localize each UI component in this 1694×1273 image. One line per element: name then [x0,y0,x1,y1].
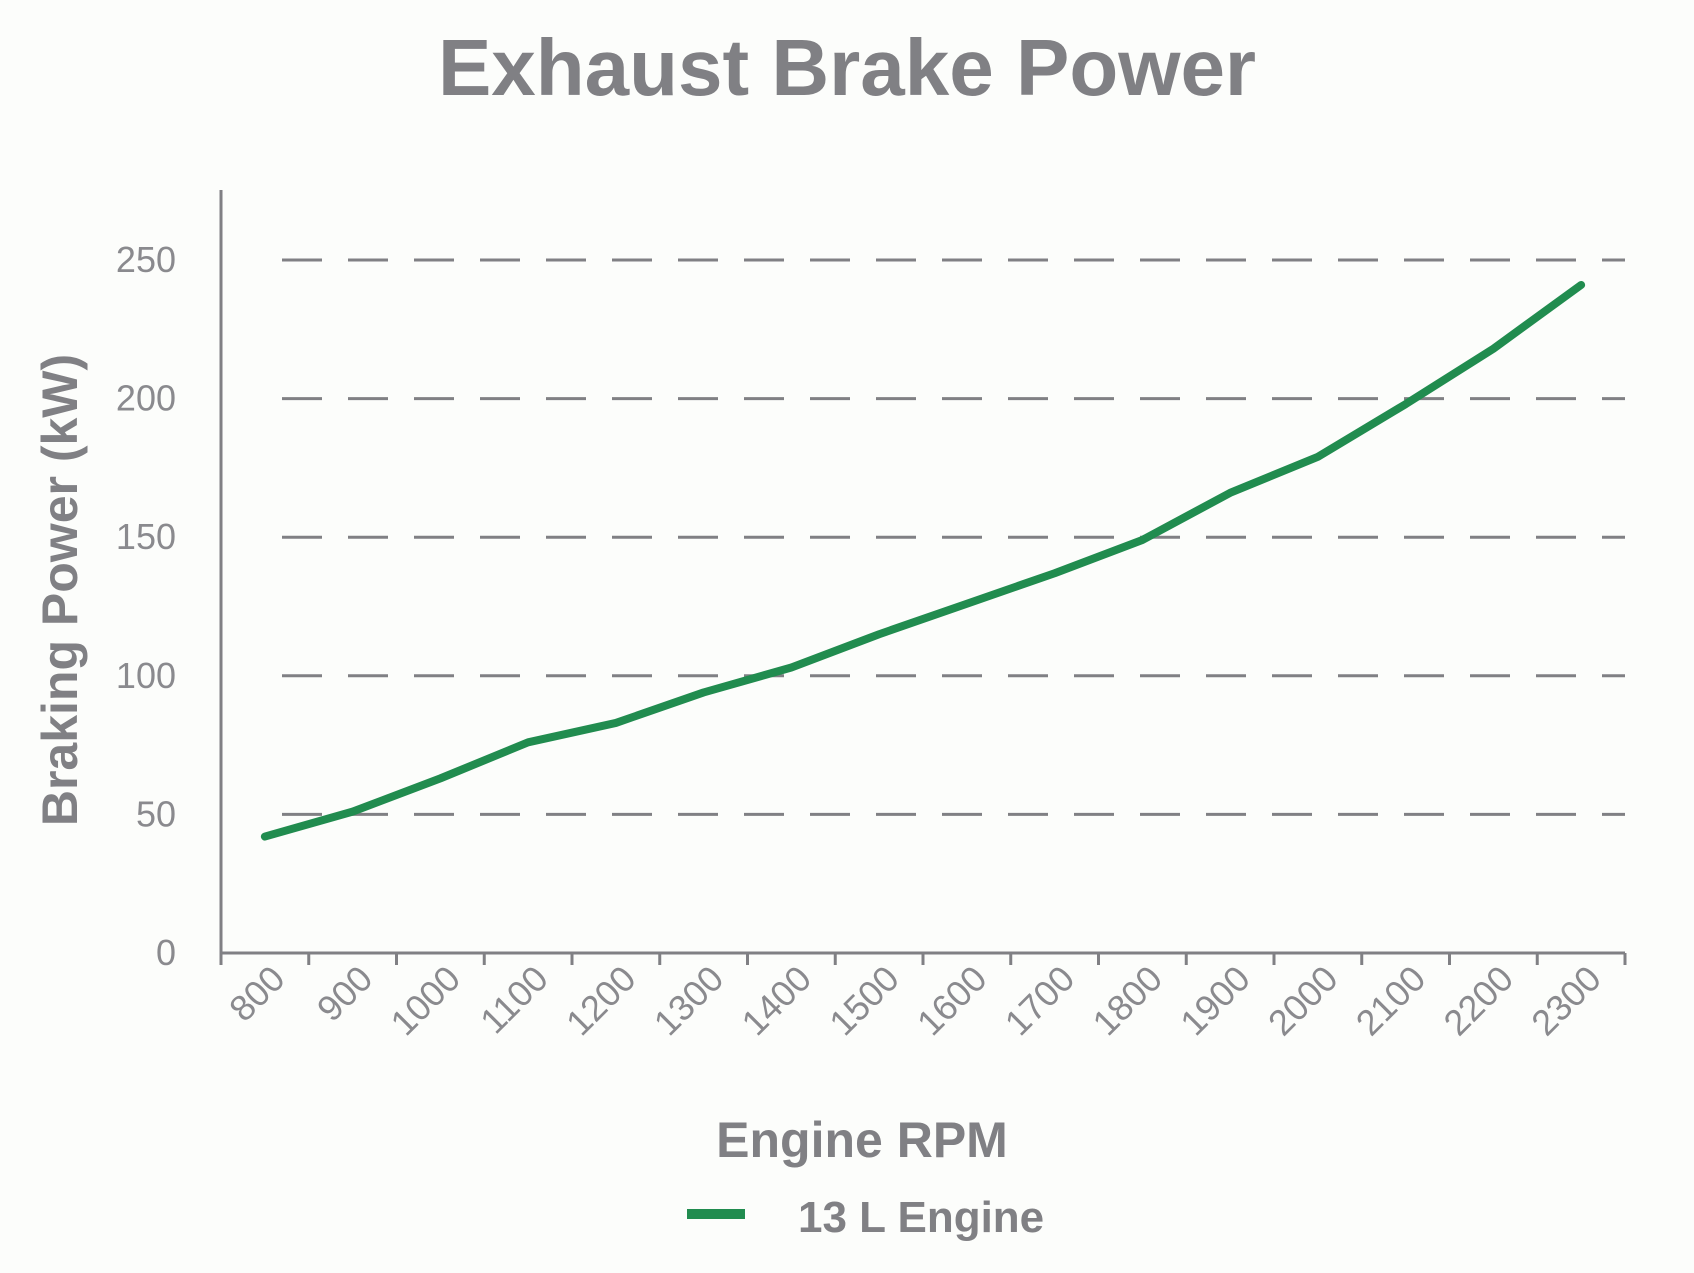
data-point-2000 [1314,453,1321,460]
x-tick-label-1700: 1700 [997,958,1083,1044]
x-tick-label-800: 800 [221,958,292,1029]
x-tick-label-1100: 1100 [472,958,556,1042]
x-tick-label-1600: 1600 [909,958,995,1044]
x-axis-ticks: 800 900 1000 1100 1200 1300 1400 1500 1600 1700 18… [221,958,1609,1044]
data-point-1400 [788,664,795,671]
x-tick-label-2100: 2100 [1348,958,1434,1044]
x-tick-label-1400: 1400 [733,958,819,1044]
legend: 13 L Engine [687,1193,1044,1242]
data-point-2100 [1402,401,1409,408]
gridlines [282,258,1625,816]
y-tick-label-250: 250 [116,239,176,280]
chart-title: Exhaust Brake Power [437,23,1257,112]
data-point-1300 [700,689,707,696]
series-line-0 [260,280,1586,841]
data-point-800 [261,833,268,840]
data-point-1100 [525,739,532,746]
y-axis-ticks: 0 50 100 150 200 250 [116,239,176,973]
legend-label: 13 L Engine [798,1193,1044,1242]
data-point-1500 [876,631,883,638]
data-point-2300 [1578,281,1585,288]
x-tick-label-1300: 1300 [646,958,732,1044]
series [260,280,1586,841]
y-tick-label-50: 50 [136,793,176,834]
y-axis-title: Braking Power (kW) [32,354,88,826]
x-tick-label-1800: 1800 [1084,958,1170,1044]
data-point-1600 [963,600,970,607]
y-tick-label-150: 150 [116,516,176,557]
y-tick-label-200: 200 [116,378,176,419]
x-tick-label-1900: 1900 [1172,958,1258,1044]
x-tick-label-2200: 2200 [1435,958,1521,1044]
data-point-2200 [1490,345,1497,352]
data-point-1900 [1227,489,1234,496]
data-point-900 [349,808,356,815]
x-tick-label-900: 900 [309,958,380,1029]
x-tick-label-2000: 2000 [1260,958,1346,1044]
x-axis-title: Engine RPM [716,1112,1008,1168]
legend-swatch [687,1209,745,1219]
axes [219,190,1627,965]
x-tick-label-1500: 1500 [821,958,907,1044]
y-tick-label-100: 100 [116,655,176,696]
y-tick-label-0: 0 [156,932,176,973]
data-point-1200 [612,719,619,726]
data-point-1700 [1051,570,1058,577]
data-point-1000 [437,775,444,782]
x-tick-label-1000: 1000 [382,958,468,1044]
data-point-1800 [1139,536,1146,543]
x-tick-label-2300: 2300 [1523,958,1609,1044]
x-tick-label-1200: 1200 [558,958,644,1044]
